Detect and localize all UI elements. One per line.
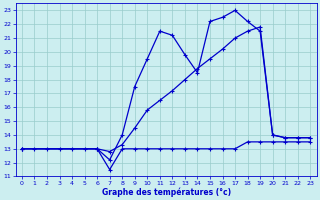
X-axis label: Graphe des températures (°c): Graphe des températures (°c) xyxy=(101,187,231,197)
